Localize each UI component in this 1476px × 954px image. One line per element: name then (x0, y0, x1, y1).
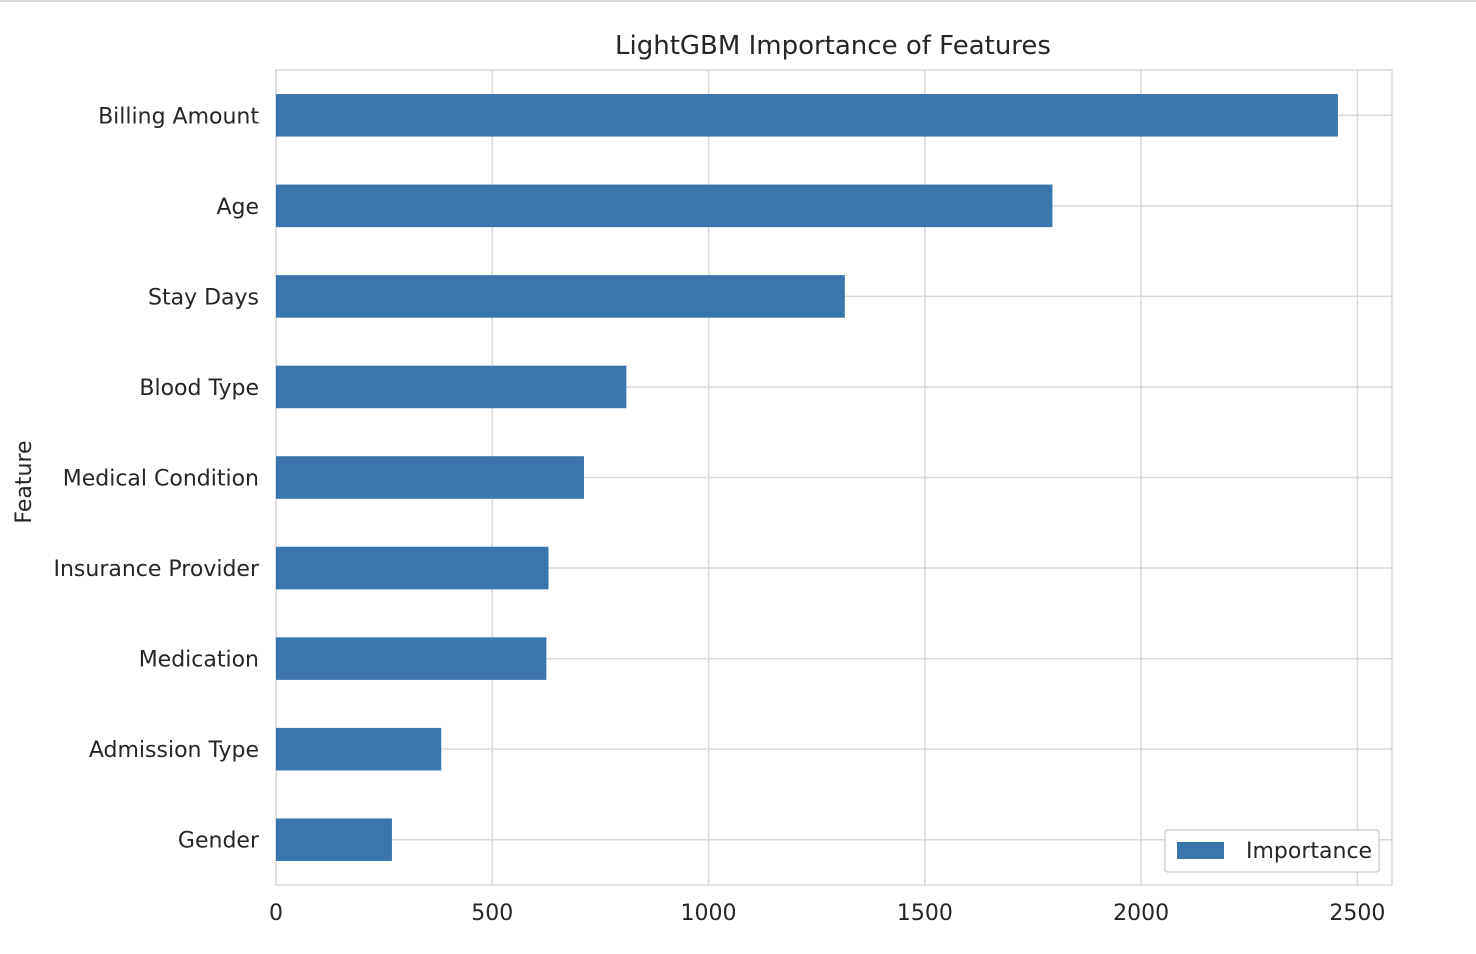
bar (276, 818, 392, 862)
legend-swatch (1177, 842, 1224, 859)
bar (276, 637, 547, 680)
y-tick-label: Medical Condition (63, 467, 259, 492)
x-tick-label: 2000 (1113, 901, 1169, 926)
bar (276, 93, 1338, 137)
x-tick-label: 500 (471, 901, 513, 926)
bar (276, 727, 442, 771)
x-tick-label: 1500 (897, 901, 953, 926)
bars (276, 93, 1338, 862)
legend: Importance (1164, 829, 1380, 873)
x-tick-label: 2500 (1329, 901, 1385, 926)
chart-title: LightGBM Importance of Features (615, 31, 1051, 61)
x-tick-label: 0 (269, 901, 283, 926)
x-tick-labels: 0 500 1000 1500 2000 2500 (269, 901, 1385, 926)
bar (276, 184, 1053, 228)
y-tick-label: Stay Days (148, 285, 259, 310)
y-tick-label: Gender (178, 829, 260, 854)
y-tick-labels: Billing Amount Age Stay Days Blood Type Medi… (53, 104, 259, 853)
bar (276, 456, 584, 499)
y-tick-label: Insurance Provider (53, 557, 259, 582)
x-tick-label: 1000 (681, 901, 737, 926)
y-tick-label: Billing Amount (98, 104, 259, 129)
bar (276, 275, 845, 318)
bar (276, 365, 627, 409)
bar (276, 546, 549, 590)
y-tick-label: Admission Type (89, 738, 259, 763)
y-tick-label: Age (216, 195, 259, 220)
legend-label: Importance (1246, 839, 1372, 864)
y-axis-label: Feature (12, 440, 37, 523)
y-tick-label: Medication (139, 648, 259, 673)
top-border (0, 0, 1476, 2)
y-tick-label: Blood Type (139, 376, 259, 401)
legend-box (1164, 829, 1380, 873)
